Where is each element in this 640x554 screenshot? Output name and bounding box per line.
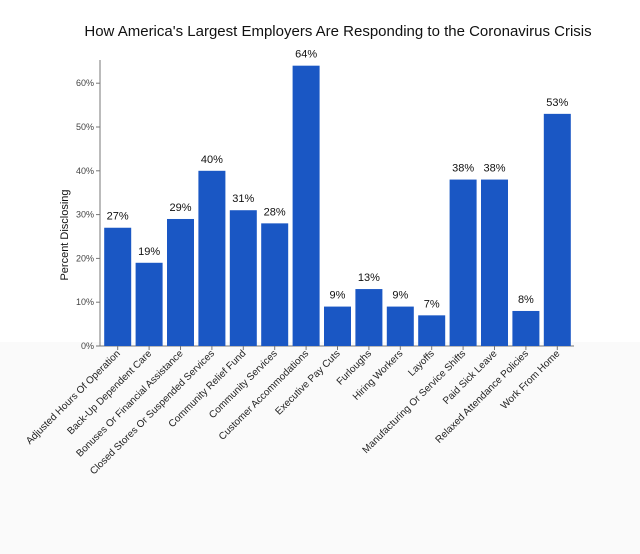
y-tick-label: 20%	[76, 253, 94, 263]
data-label: 53%	[546, 97, 568, 109]
data-label: 7%	[424, 298, 440, 310]
bar	[449, 179, 477, 346]
y-axis-ticks: 0% 10% 20% 30% 40% 50% 60%	[76, 78, 100, 351]
data-label: 13%	[358, 272, 380, 284]
bars	[104, 65, 571, 347]
data-label: 9%	[330, 290, 346, 302]
bar	[324, 306, 351, 346]
data-label: 64%	[295, 49, 317, 61]
y-tick-label: 10%	[76, 297, 94, 307]
bar	[418, 315, 446, 346]
y-tick-label: 60%	[76, 78, 94, 88]
bar	[135, 262, 163, 346]
data-label: 40%	[201, 154, 223, 166]
data-label: 38%	[483, 163, 505, 175]
bar	[355, 289, 383, 346]
data-labels: 27% 19% 29% 40% 31% 28% 64% 9% 13% 9% 7% 38% 38% 8% 53…	[107, 49, 569, 311]
bar	[292, 65, 320, 347]
y-tick-label: 40%	[76, 166, 94, 176]
data-label: 31%	[232, 193, 254, 205]
bar	[198, 170, 226, 346]
bar	[543, 113, 571, 346]
data-label: 19%	[138, 246, 160, 258]
chart-title: How America's Largest Employers Are Resp…	[84, 23, 591, 40]
bar	[512, 310, 540, 346]
bar	[261, 223, 289, 346]
bar	[104, 227, 132, 346]
y-axis-label: Percent Disclosing	[59, 189, 71, 280]
y-tick-label: 0%	[81, 341, 94, 351]
data-label: 29%	[169, 202, 191, 214]
bar	[481, 179, 508, 346]
data-label: 8%	[518, 294, 534, 306]
data-label: 28%	[264, 206, 286, 218]
data-label: 38%	[452, 163, 474, 175]
y-tick-label: 50%	[76, 122, 94, 132]
bar	[229, 210, 257, 346]
bar	[167, 218, 194, 346]
data-label: 9%	[392, 290, 408, 302]
data-label: 27%	[107, 211, 129, 223]
bar	[386, 306, 414, 346]
y-tick-label: 30%	[76, 210, 94, 220]
